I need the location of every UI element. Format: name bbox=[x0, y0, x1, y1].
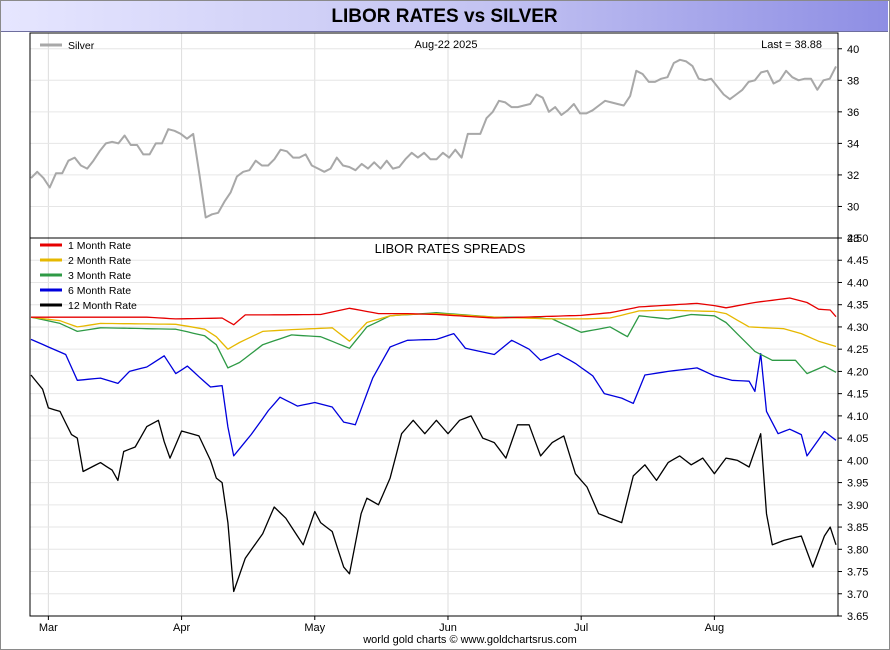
libor-y-tick-label: 4.30 bbox=[847, 322, 868, 334]
line-2-month bbox=[30, 309, 837, 350]
libor-y-tick-label: 4.15 bbox=[847, 389, 868, 401]
libor-y-axis: 4.50 4.45 4.40 4.35 4.30 4.25 4.20 4.15 4.10 4.05… bbox=[838, 233, 868, 623]
legend-label-2m: 2 Month Rate bbox=[68, 255, 131, 267]
libor-y-tick-label: 4.20 bbox=[847, 366, 868, 378]
legend-label-3m: 3 Month Rate bbox=[68, 270, 131, 282]
silver-panel-border bbox=[29, 32, 839, 239]
libor-y-tick-label: 3.70 bbox=[847, 589, 868, 601]
legend-label-6m: 6 Month Rate bbox=[68, 285, 131, 297]
x-tick-label: Mar bbox=[39, 622, 58, 634]
libor-panel-border bbox=[29, 237, 839, 617]
line-6-month bbox=[30, 332, 837, 457]
libor-y-tick-label: 4.35 bbox=[847, 300, 868, 312]
silver-y-tick-label: 34 bbox=[847, 138, 859, 150]
libor-y-tick-label: 4.05 bbox=[847, 433, 868, 445]
libor-y-tick-label: 3.80 bbox=[847, 544, 868, 556]
silver-y-tick-label: 36 bbox=[847, 107, 859, 119]
silver-y-tick-label: 38 bbox=[847, 75, 859, 87]
libor-gridlines bbox=[30, 238, 838, 616]
last-value-label: Last = 38.88 bbox=[761, 39, 822, 51]
legend-label-1m: 1 Month Rate bbox=[68, 240, 131, 252]
libor-y-tick-label: 3.95 bbox=[847, 478, 868, 490]
footer-credit: world gold charts © www.goldchartsrus.co… bbox=[362, 634, 577, 646]
libor-y-tick-label: 3.75 bbox=[847, 567, 868, 579]
libor-y-tick-label: 3.85 bbox=[847, 522, 868, 534]
libor-subtitle: LIBOR RATES SPREADS bbox=[375, 241, 526, 256]
silver-y-tick-label: 40 bbox=[847, 44, 859, 56]
libor-y-tick-label: 4.50 bbox=[847, 233, 868, 245]
libor-series bbox=[30, 297, 837, 593]
libor-y-tick-label: 4.40 bbox=[847, 277, 868, 289]
line-3-month bbox=[30, 312, 837, 375]
title-bar: LIBOR RATES vs SILVER bbox=[1, 1, 888, 32]
chart-title: LIBOR RATES vs SILVER bbox=[331, 6, 558, 27]
x-tick-label: Jul bbox=[574, 622, 588, 634]
x-axis: Mar Apr May Jun Jul Aug bbox=[39, 616, 724, 634]
silver-y-tick-label: 30 bbox=[847, 201, 859, 213]
legend-label-silver: Silver bbox=[68, 40, 95, 52]
legend-label-12m: 12 Month Rate bbox=[68, 300, 137, 312]
x-tick-label: Apr bbox=[173, 622, 190, 634]
libor-y-tick-label: 3.65 bbox=[847, 611, 868, 623]
silver-series bbox=[30, 58, 837, 219]
line-12-month bbox=[30, 374, 837, 593]
libor-y-tick-label: 4.25 bbox=[847, 344, 868, 356]
silver-y-tick-label: 32 bbox=[847, 170, 859, 182]
silver-line bbox=[30, 58, 837, 219]
x-tick-label: Aug bbox=[705, 622, 725, 634]
silver-gridlines bbox=[30, 33, 838, 238]
libor-y-tick-label: 4.10 bbox=[847, 411, 868, 423]
libor-y-tick-label: 3.90 bbox=[847, 500, 868, 512]
silver-y-axis: 40 38 36 34 32 30 28 bbox=[838, 44, 859, 245]
silver-y-tick-label: 28 bbox=[847, 233, 859, 245]
x-tick-label: May bbox=[304, 622, 325, 634]
libor-y-tick-label: 4.00 bbox=[847, 455, 868, 467]
libor-y-tick-label: 4.45 bbox=[847, 255, 868, 267]
line-1-month bbox=[31, 297, 837, 326]
header-date: Aug-22 2025 bbox=[415, 39, 478, 51]
x-tick-label: Jun bbox=[439, 622, 457, 634]
